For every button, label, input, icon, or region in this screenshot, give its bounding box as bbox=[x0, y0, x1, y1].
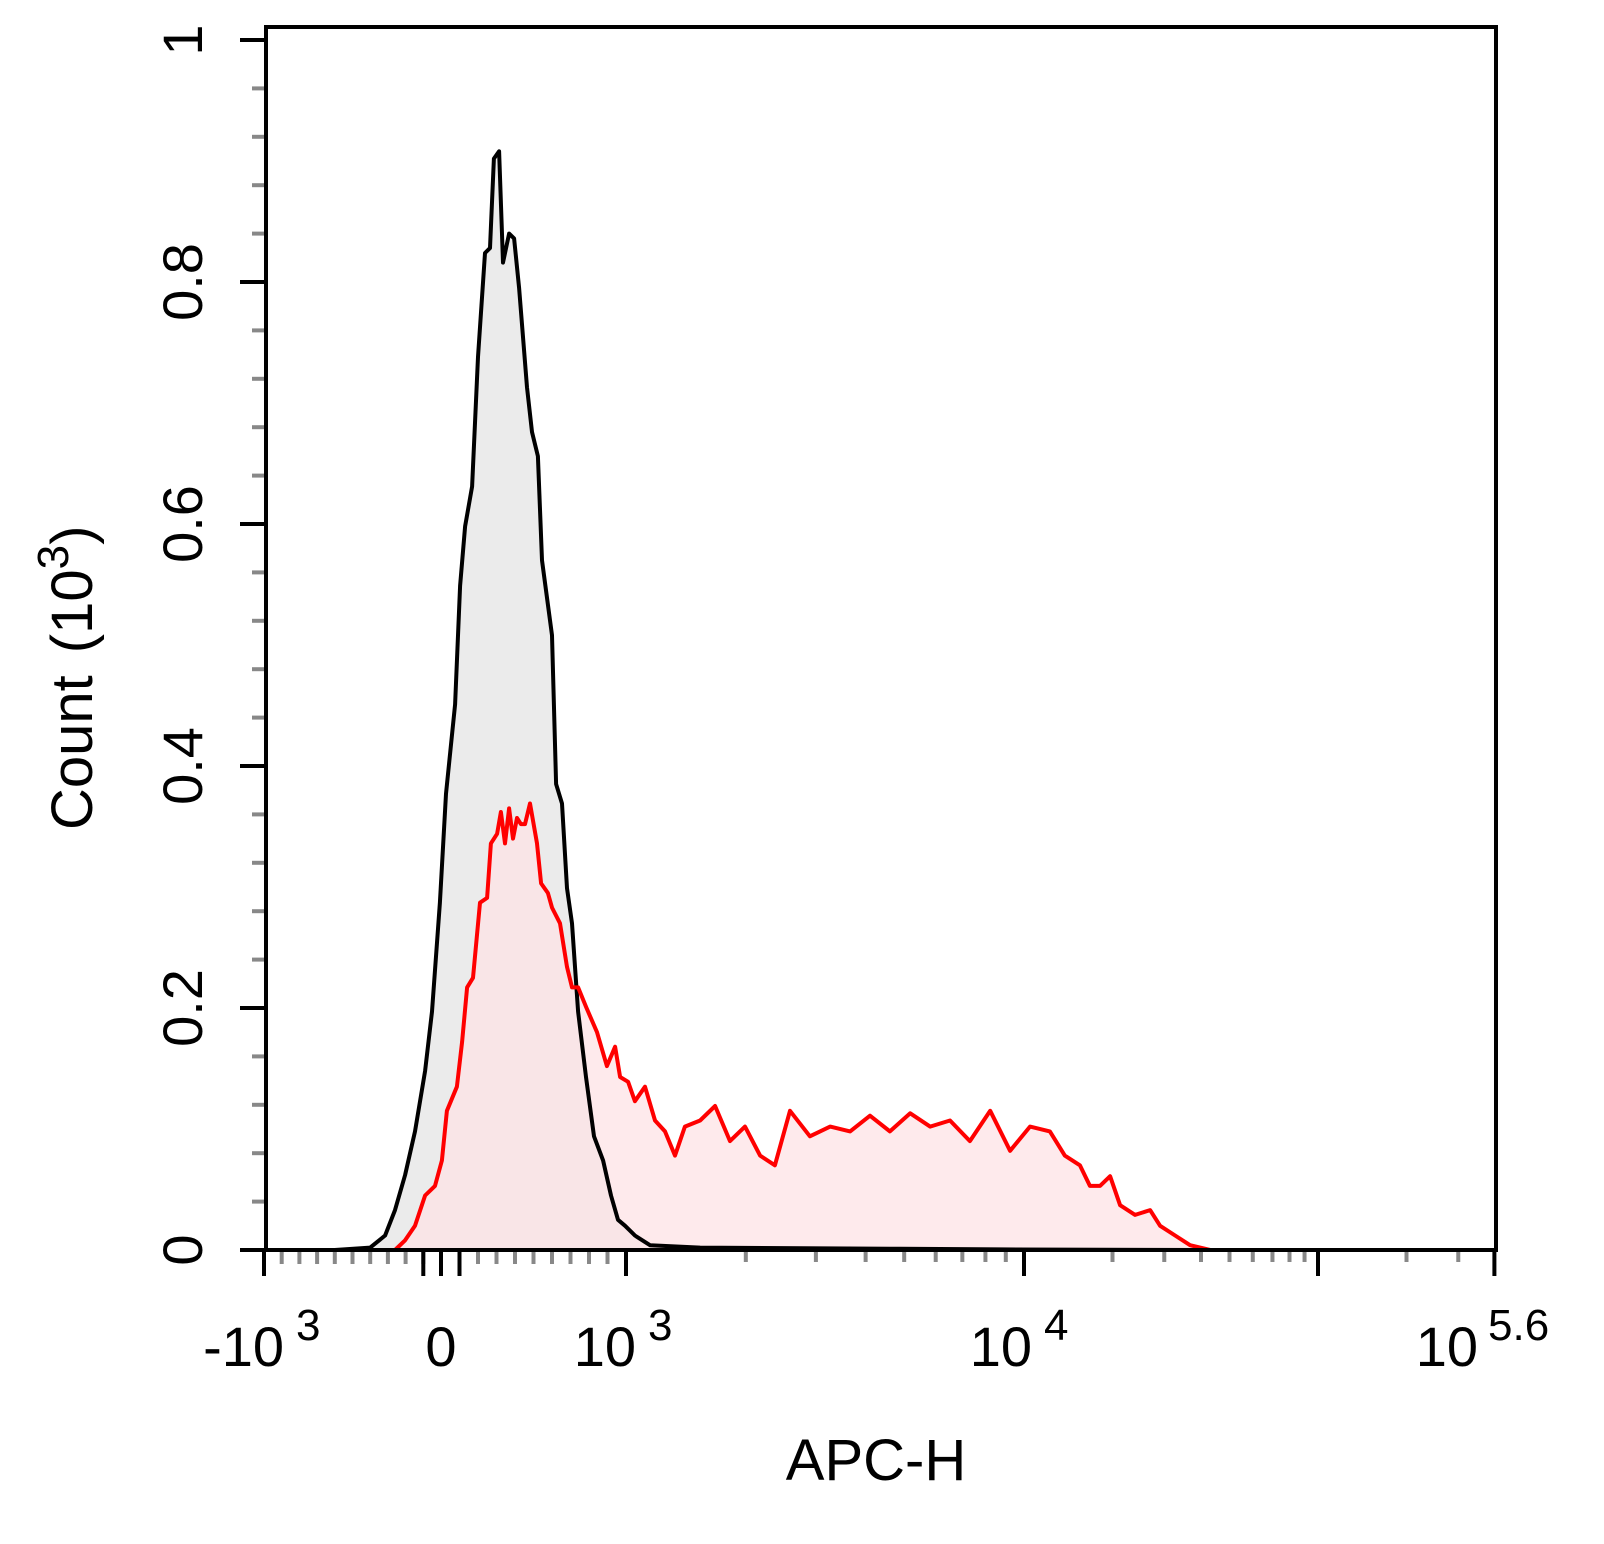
y-tick-label: 0.2 bbox=[151, 969, 214, 1047]
y-tick-labels: 0 0.2 0.4 0.6 0.8 1 bbox=[151, 24, 214, 1265]
x-tick-label-exp: 5.6 bbox=[1488, 1301, 1549, 1350]
svg-text:Count(103): Count(103) bbox=[29, 526, 105, 830]
y-axis-label-text: Count bbox=[40, 675, 105, 830]
ticks-layer bbox=[240, 38, 1497, 1276]
y-tick-label: 0.4 bbox=[151, 727, 214, 805]
x-tick-label: 10 bbox=[970, 1315, 1032, 1378]
y-tick-label: 0 bbox=[151, 1234, 214, 1265]
x-axis-label: APC-H bbox=[786, 1428, 966, 1493]
plot-frame bbox=[264, 25, 1498, 1252]
x-tick-label: 10 bbox=[574, 1315, 636, 1378]
y-axis-label: Count(103) bbox=[29, 526, 105, 830]
x-tick-label: 10 bbox=[1416, 1315, 1478, 1378]
y-tick-label: 0.6 bbox=[151, 485, 214, 563]
series-layer bbox=[334, 149, 1486, 1252]
x-tick-labels: -10 3 0 10 3 10 4 10 5.6 bbox=[203, 1301, 1549, 1378]
x-tick-label-exp: 3 bbox=[296, 1301, 320, 1350]
y-tick-label: 0.8 bbox=[151, 243, 214, 321]
x-tick-label-exp: 3 bbox=[648, 1301, 672, 1350]
x-tick-label: 0 bbox=[425, 1315, 456, 1378]
series-line-0 bbox=[334, 149, 1486, 1252]
x-tick-label-exp: 4 bbox=[1044, 1301, 1068, 1350]
y-tick-label: 1 bbox=[151, 24, 214, 55]
series-line-1 bbox=[393, 801, 1486, 1252]
x-tick-label: -10 bbox=[203, 1315, 284, 1378]
